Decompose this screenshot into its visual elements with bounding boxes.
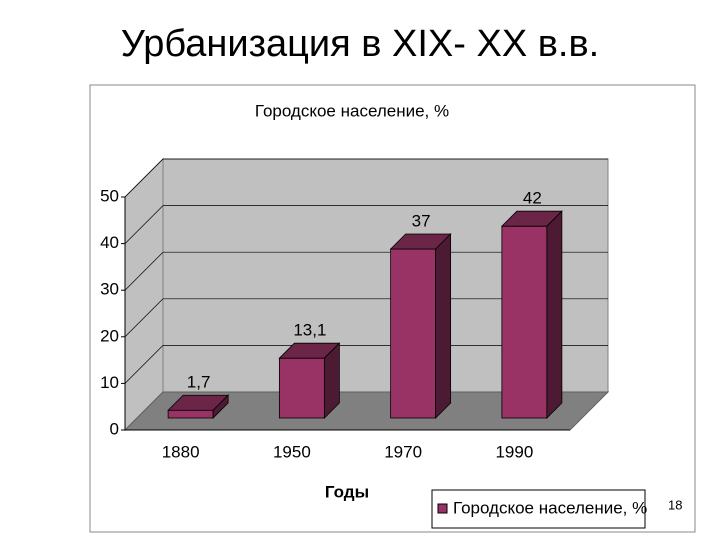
x-tick-label: 1970: [384, 442, 422, 461]
bar-side: [323, 342, 340, 419]
grid-line: [124, 158, 164, 198]
chart-title: Городское население, %: [255, 101, 449, 120]
legend-swatch: [437, 503, 448, 514]
value-label: 37: [412, 212, 431, 231]
bar-front: [501, 225, 548, 419]
legend-box: [431, 489, 646, 529]
bar-side: [546, 210, 563, 419]
grid-line: [124, 251, 164, 291]
x-tick-label: 1990: [495, 442, 533, 461]
value-label: 13,1: [293, 321, 326, 340]
grid-line: [124, 205, 164, 244]
x-tick-label: 1950: [273, 442, 311, 461]
page-number: 18: [668, 497, 682, 512]
legend: Городское население, %: [431, 489, 647, 529]
y-tick-label: 40: [100, 233, 119, 252]
legend-label: Городское население, %: [453, 498, 647, 517]
bar-side: [212, 394, 229, 419]
bar-front: [278, 357, 325, 419]
value-label: 42: [523, 189, 542, 208]
y-tick-label: 50: [100, 186, 119, 205]
grid-line: [124, 345, 164, 384]
bar-front: [167, 409, 214, 419]
value-label: 1,7: [187, 373, 211, 392]
bar-front: [390, 248, 437, 419]
y-tick-label: 0: [110, 419, 119, 438]
bar-side: [435, 233, 452, 419]
side-wall: [124, 157, 164, 432]
slide-title: Урбанизация в XIX- XX в.в.: [121, 23, 599, 65]
grid-line: [124, 298, 164, 338]
y-tick-label: 20: [100, 326, 119, 345]
y-tick-label: 10: [100, 373, 119, 392]
x-tick-label: 1880: [162, 442, 200, 461]
y-tick-label: 30: [100, 280, 119, 299]
x-axis-title: Годы: [325, 482, 369, 501]
